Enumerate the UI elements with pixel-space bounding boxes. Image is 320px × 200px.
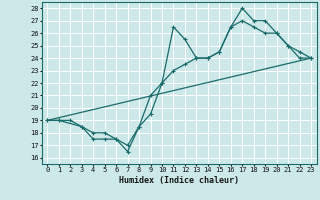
X-axis label: Humidex (Indice chaleur): Humidex (Indice chaleur) <box>119 176 239 185</box>
